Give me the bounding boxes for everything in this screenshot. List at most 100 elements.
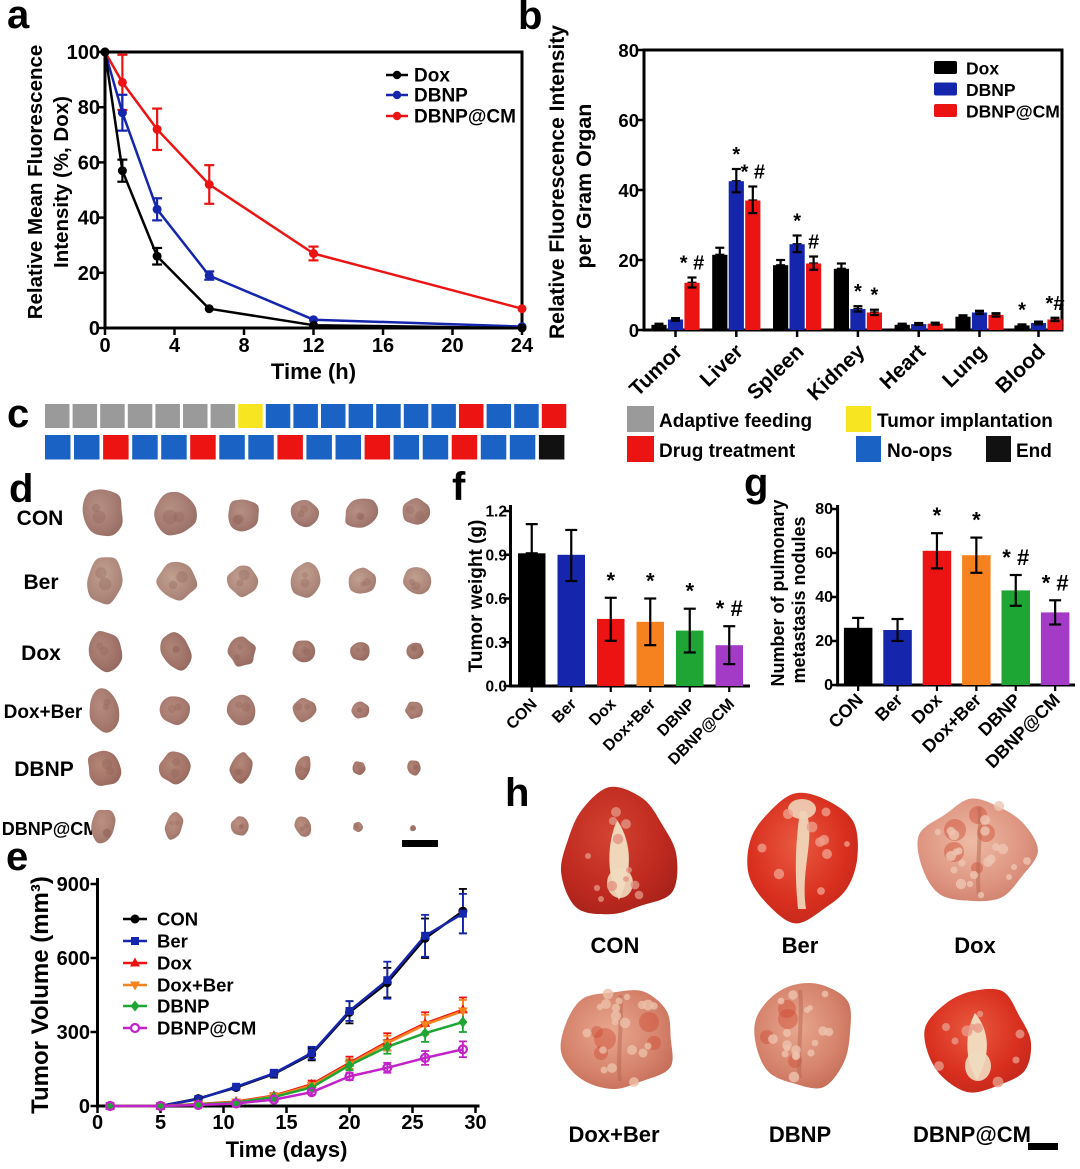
svg-text:Ber: Ber [157, 931, 188, 952]
svg-text:Time (days): Time (days) [226, 1137, 348, 1162]
svg-text:Adaptive feeding: Adaptive feeding [659, 411, 812, 432]
svg-text:25: 25 [401, 1112, 423, 1134]
svg-text:24: 24 [511, 335, 534, 357]
svg-text:per Gram Organ: per Gram Organ [572, 104, 596, 269]
svg-text:0.9: 0.9 [485, 547, 507, 564]
svg-text:Dox: Dox [586, 696, 619, 729]
svg-text:Tumor Volume (mm³): Tumor Volume (mm³) [27, 876, 54, 1114]
svg-text:40: 40 [78, 208, 100, 230]
svg-text:Ber: Ber [549, 696, 580, 727]
svg-text:d: d [9, 467, 33, 511]
svg-text:100: 100 [67, 42, 100, 64]
svg-text:900: 900 [57, 874, 90, 896]
svg-text:80: 80 [78, 97, 100, 119]
svg-text:*: * [793, 211, 801, 233]
svg-text:20: 20 [78, 263, 100, 285]
svg-text:Heart: Heart [876, 340, 931, 394]
svg-text:0: 0 [79, 1096, 90, 1118]
svg-text:1.2: 1.2 [485, 504, 507, 521]
svg-text:Dox+Ber: Dox+Ber [4, 702, 83, 723]
svg-text:g: g [744, 461, 768, 505]
svg-text:Ber: Ber [782, 933, 819, 958]
svg-text:Tumor weight (g): Tumor weight (g) [466, 520, 487, 673]
svg-text:*: * [1018, 299, 1026, 321]
svg-text:End: End [1016, 441, 1052, 462]
svg-text:16: 16 [372, 335, 394, 357]
svg-text:Liver: Liver [696, 340, 748, 391]
svg-text:0.0: 0.0 [485, 679, 507, 696]
svg-text:*: * [606, 568, 615, 593]
svg-text:h: h [505, 771, 529, 815]
svg-text:*: * [732, 144, 740, 166]
svg-text:0: 0 [99, 335, 110, 357]
svg-text:CON: CON [17, 507, 64, 530]
svg-text:60: 60 [815, 545, 833, 562]
svg-text:DBNP@CM: DBNP@CM [414, 107, 516, 128]
svg-text:12: 12 [302, 335, 324, 357]
svg-text:Ber: Ber [23, 571, 58, 594]
svg-text:0: 0 [92, 1112, 103, 1134]
svg-text:DBNP@CM: DBNP@CM [966, 102, 1060, 122]
svg-text:Dox: Dox [21, 642, 61, 665]
svg-text:Dox: Dox [414, 66, 450, 87]
svg-text:60: 60 [618, 110, 639, 131]
svg-text:metastasis nodules: metastasis nodules [789, 516, 809, 683]
svg-text:80: 80 [815, 501, 833, 518]
svg-text:CON: CON [503, 696, 540, 733]
svg-text:Tumor: Tumor [625, 340, 687, 401]
svg-text:#: # [808, 232, 819, 254]
svg-text:* #: * # [1002, 545, 1029, 570]
svg-text:CON: CON [825, 690, 867, 732]
svg-text:CON: CON [591, 933, 640, 958]
svg-text:*: * [854, 281, 862, 303]
svg-text:DBNP@CM: DBNP@CM [157, 1018, 256, 1039]
svg-text:DBNP: DBNP [414, 86, 468, 107]
svg-text:Dox+Ber: Dox+Ber [568, 1122, 660, 1147]
svg-text:No-ops: No-ops [887, 441, 952, 462]
svg-text:30: 30 [464, 1112, 486, 1134]
svg-text:20: 20 [618, 250, 639, 271]
svg-text:* #: * # [1042, 570, 1069, 595]
svg-text:15: 15 [275, 1112, 297, 1134]
svg-text:*: * [871, 285, 879, 307]
svg-text:DBNP: DBNP [14, 758, 74, 781]
svg-text:e: e [6, 835, 28, 879]
svg-text:80: 80 [618, 40, 639, 61]
svg-text:DBNP: DBNP [966, 80, 1016, 100]
svg-text:8: 8 [238, 335, 249, 357]
svg-text:Drug treatment: Drug treatment [659, 441, 796, 462]
svg-text:DBNP@CM: DBNP@CM [2, 819, 99, 839]
svg-text:Spleen: Spleen [743, 340, 809, 404]
svg-text:Dox+Ber: Dox+Ber [157, 975, 234, 996]
svg-text:*#: *# [1046, 293, 1065, 315]
svg-text:Relative Fluorescence Intensit: Relative Fluorescence Intensity [546, 25, 569, 339]
svg-text:DBNP: DBNP [157, 996, 209, 1017]
svg-text:DBNP: DBNP [769, 1122, 831, 1147]
svg-text:*: * [685, 579, 694, 604]
svg-text:600: 600 [57, 948, 90, 970]
svg-text:* #: * # [716, 596, 743, 621]
svg-text:Blood: Blood [991, 340, 1050, 398]
svg-text:Intensity (%, Dox): Intensity (%, Dox) [50, 96, 73, 268]
svg-text:Dox: Dox [954, 933, 996, 958]
svg-text:*: * [646, 569, 655, 594]
svg-text:*: * [933, 503, 942, 528]
svg-text:CON: CON [157, 909, 198, 930]
svg-text:20: 20 [815, 633, 833, 650]
svg-text:DBNP@CM: DBNP@CM [913, 1122, 1031, 1147]
svg-text:0.6: 0.6 [485, 591, 507, 608]
svg-text:Ber: Ber [871, 690, 906, 725]
svg-text:*: * [972, 508, 981, 533]
svg-text:0: 0 [629, 320, 639, 341]
svg-text:f: f [452, 465, 466, 509]
svg-text:* #: * # [680, 253, 704, 275]
svg-text:Tumor implantation: Tumor implantation [877, 411, 1053, 432]
svg-text:Relative Mean Fluorescence: Relative Mean Fluorescence [24, 45, 47, 320]
svg-text:4: 4 [169, 335, 181, 357]
svg-text:b: b [518, 0, 542, 38]
svg-text:* #: * # [741, 162, 765, 184]
svg-text:Kidney: Kidney [803, 340, 870, 405]
svg-text:5: 5 [155, 1112, 166, 1134]
svg-text:Lung: Lung [938, 340, 991, 392]
svg-text:300: 300 [57, 1022, 90, 1044]
